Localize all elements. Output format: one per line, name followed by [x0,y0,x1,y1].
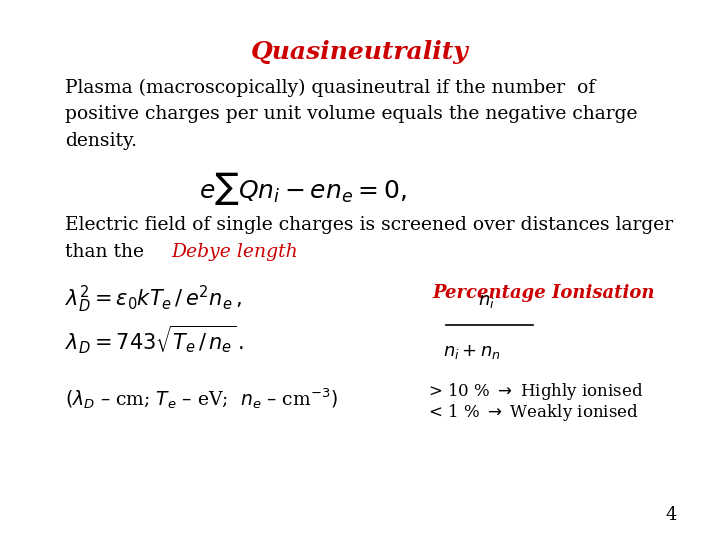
Text: positive charges per unit volume equals the negative charge: positive charges per unit volume equals … [65,105,637,123]
Text: < 1 % $\rightarrow$ Weakly ionised: < 1 % $\rightarrow$ Weakly ionised [428,402,639,423]
Text: $n_i$: $n_i$ [477,293,495,310]
Text: $\lambda_D = 743\sqrt{T_e\,/\,n_e}\,.$: $\lambda_D = 743\sqrt{T_e\,/\,n_e}\,.$ [65,324,244,356]
Text: Percentage Ionisation: Percentage Ionisation [432,284,654,301]
Text: 4: 4 [665,506,677,524]
Text: $(\lambda_D$ – cm; $T_e$ – eV;  $n_e$ – cm$^{-3})$: $(\lambda_D$ – cm; $T_e$ – eV; $n_e$ – c… [65,386,338,411]
Text: $n_i + n_n$: $n_i + n_n$ [443,343,500,361]
Text: density.: density. [65,132,137,150]
Text: $\lambda_D^2 = \varepsilon_0 k T_e\,/\,e^2 n_e\,,$: $\lambda_D^2 = \varepsilon_0 k T_e\,/\,e… [65,284,241,315]
Text: Debye length: Debye length [171,243,298,261]
Text: Electric field of single charges is screened over distances larger: Electric field of single charges is scre… [65,216,673,234]
Text: > 10 % $\rightarrow$ Highly ionised: > 10 % $\rightarrow$ Highly ionised [428,381,644,402]
Text: Quasineutrality: Quasineutrality [251,40,469,64]
Text: $e\sum Qn_i - en_e = 0,$: $e\sum Qn_i - en_e = 0,$ [199,170,406,207]
Text: than the: than the [65,243,150,261]
Text: Plasma (macroscopically) quasineutral if the number  of: Plasma (macroscopically) quasineutral if… [65,78,595,97]
